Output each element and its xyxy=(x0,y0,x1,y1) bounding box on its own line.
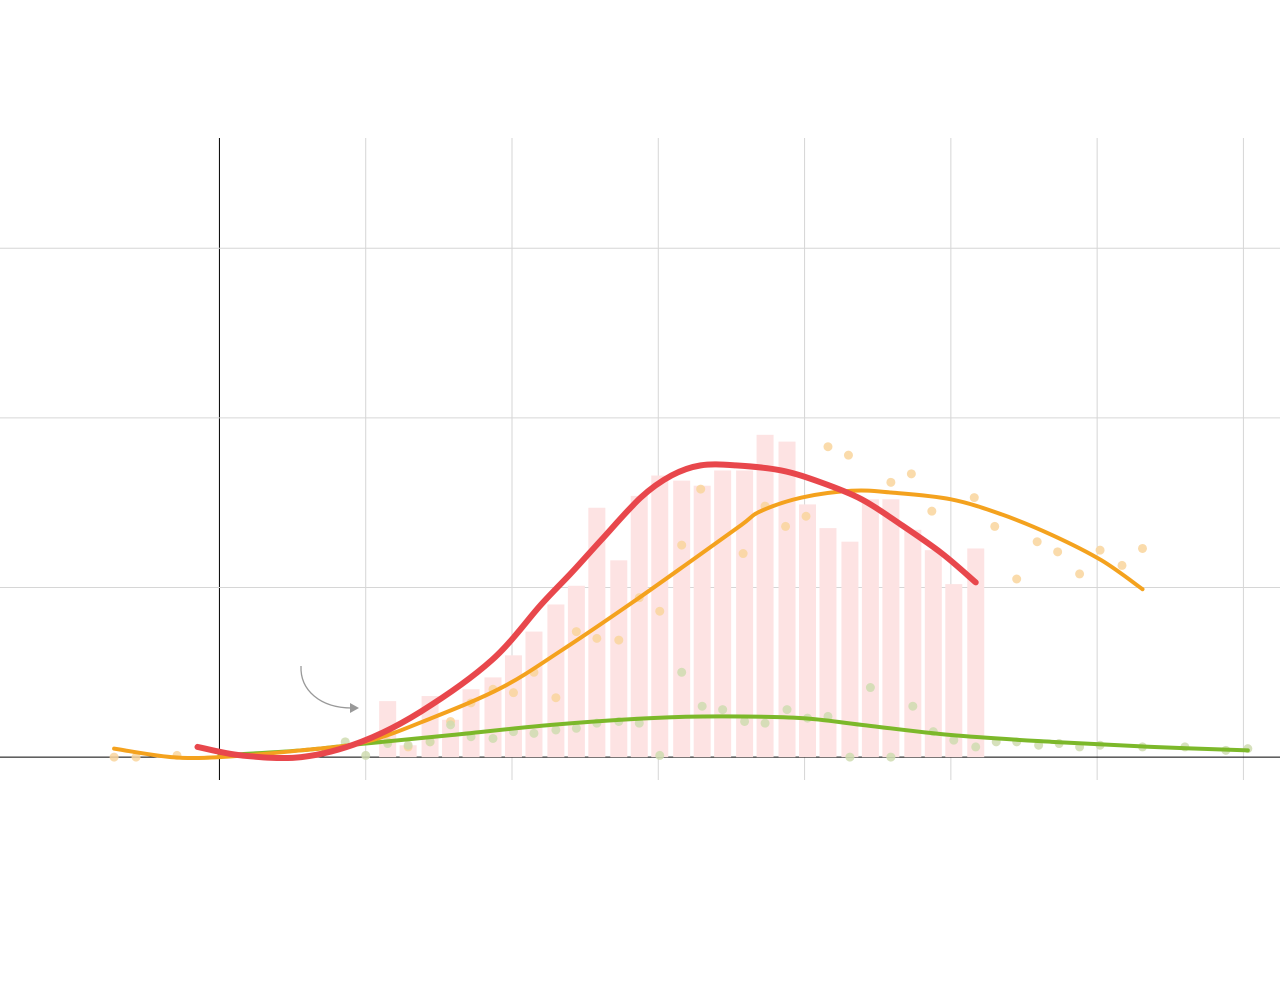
scatter-point xyxy=(886,477,896,487)
scatter-point xyxy=(634,718,644,728)
bar xyxy=(798,504,816,758)
grid xyxy=(0,138,1280,780)
scatter-point xyxy=(592,633,602,643)
bar xyxy=(861,499,879,758)
scatter-point xyxy=(1032,537,1042,547)
line xyxy=(112,488,1145,761)
scatter-point xyxy=(969,493,979,503)
bar xyxy=(442,719,460,758)
bar xyxy=(819,528,837,758)
scatter-point xyxy=(677,667,687,677)
scatter-point xyxy=(508,688,518,698)
scatter-point xyxy=(740,716,750,726)
bar xyxy=(588,507,606,758)
scatter-point xyxy=(571,627,581,637)
scatter-point xyxy=(1117,560,1127,570)
scatter-point xyxy=(718,705,728,715)
scatter-point xyxy=(488,733,498,743)
scatter-point xyxy=(843,450,853,460)
scatter-point xyxy=(655,750,665,760)
scatter-point xyxy=(425,737,435,747)
scatter-point xyxy=(361,750,371,760)
bar xyxy=(673,480,691,758)
bar xyxy=(967,548,985,758)
bar xyxy=(756,434,774,758)
scatter-point xyxy=(529,728,539,738)
scatter-point xyxy=(927,506,937,516)
scatter-point xyxy=(1012,574,1022,584)
scatter-point xyxy=(446,720,456,730)
bar xyxy=(904,529,922,758)
scatter-point xyxy=(1095,545,1105,555)
scatter-point xyxy=(1137,543,1147,553)
scatter-point xyxy=(738,549,748,559)
scatter-point xyxy=(823,442,833,452)
scatter-point xyxy=(990,521,1000,531)
bar xyxy=(924,550,942,758)
scatter-point xyxy=(109,752,119,762)
bar xyxy=(504,655,522,758)
bar xyxy=(462,689,480,758)
bar xyxy=(630,495,648,758)
scatter-point xyxy=(551,693,561,703)
scatter-point xyxy=(551,725,561,735)
scatter-point xyxy=(696,484,706,494)
scatter-point xyxy=(801,511,811,521)
scatter-point xyxy=(949,735,959,745)
scatter-point xyxy=(908,701,918,711)
annotation-arrow xyxy=(300,665,353,709)
scatter-point xyxy=(971,742,981,752)
bar xyxy=(693,485,711,758)
bar xyxy=(547,604,565,758)
scatter-point xyxy=(760,718,770,728)
scatter-point xyxy=(886,752,896,762)
plot-area xyxy=(109,434,1253,762)
line xyxy=(194,461,979,762)
scatter-point xyxy=(1075,569,1085,579)
bar xyxy=(525,631,543,758)
scatter-point xyxy=(614,635,624,645)
scatter-point xyxy=(677,540,687,550)
scatter-point xyxy=(655,606,665,616)
scatter-point xyxy=(782,705,792,715)
scatter-point xyxy=(571,723,581,733)
bar xyxy=(778,441,796,758)
bar xyxy=(567,585,585,758)
scatter-point xyxy=(403,740,413,750)
bar xyxy=(945,584,963,758)
scatter-point xyxy=(697,701,707,711)
bar xyxy=(610,560,628,758)
bar xyxy=(882,499,900,758)
bar xyxy=(736,470,754,758)
scatter-point xyxy=(906,469,916,479)
scatter-point xyxy=(865,683,875,693)
scatter-point xyxy=(131,752,141,762)
scatter-point xyxy=(1053,547,1063,557)
scatter-point xyxy=(781,521,791,531)
annotation-arrowhead xyxy=(350,703,359,713)
bar xyxy=(651,475,669,758)
bar xyxy=(841,541,859,758)
scatter-point xyxy=(845,752,855,762)
